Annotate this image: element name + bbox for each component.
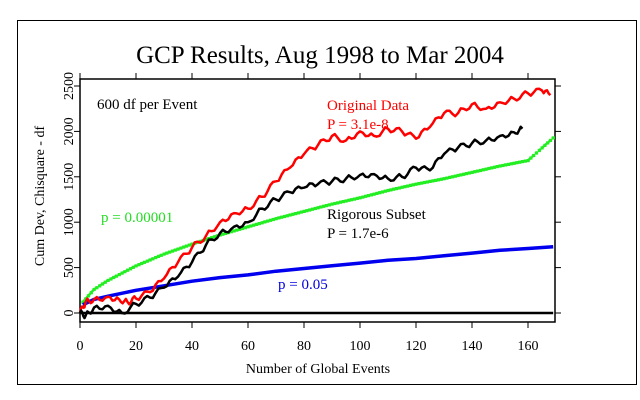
- series-point: [140, 261, 144, 266]
- series-point: [148, 258, 152, 262]
- y-tick-label: 500: [62, 257, 77, 278]
- original-data-p-value: P = 3.1e-8: [327, 117, 389, 133]
- series-point: [190, 242, 194, 246]
- rigorous-subset-label: Rigorous Subset: [327, 207, 427, 223]
- x-tick-label: 60: [241, 339, 255, 354]
- series-point: [355, 196, 359, 200]
- series-original-data: [78, 87, 552, 314]
- series-point: [364, 194, 368, 198]
- y-tick-label: 2500: [62, 72, 77, 100]
- y-tick-label: 2000: [62, 117, 77, 145]
- series-point: [442, 177, 446, 181]
- series-point: [131, 265, 135, 269]
- series-point: [182, 245, 186, 249]
- series-point: [263, 220, 267, 224]
- series-layer: [78, 87, 555, 320]
- series-line: [78, 125, 524, 320]
- annotations: 600 df per Event Original Data P = 3.1e-…: [97, 97, 427, 293]
- series-p-0-00001: [81, 136, 555, 304]
- x-tick-label: 20: [129, 339, 143, 354]
- series-point: [285, 214, 289, 218]
- series-point: [551, 136, 555, 140]
- green-curve-label: p = 0.00001: [101, 210, 173, 226]
- series-point: [529, 156, 533, 160]
- series-point: [546, 141, 550, 145]
- y-tick-label: 0: [62, 310, 77, 317]
- series-point: [229, 230, 233, 234]
- series-point: [403, 185, 407, 189]
- y-tick-label: 1000: [62, 208, 77, 236]
- plot-area-border: [79, 78, 556, 323]
- series-point: [271, 217, 275, 222]
- series-point: [518, 160, 522, 164]
- series-point: [324, 204, 329, 208]
- series-point: [86, 294, 91, 298]
- series-point: [380, 190, 385, 194]
- series-point: [302, 209, 306, 213]
- x-tick-label: 160: [518, 339, 539, 354]
- rigorous-subset-p-value: P = 1.7e-6: [327, 226, 389, 242]
- series-point: [420, 181, 424, 185]
- series-point: [246, 225, 250, 229]
- series-point: [504, 163, 508, 167]
- series-point: [350, 198, 354, 202]
- series-point: [224, 231, 228, 235]
- series-point: [512, 161, 516, 165]
- series-line: [82, 244, 554, 307]
- y-axis: 0 500 1000 1500 2000 2500: [62, 72, 561, 317]
- series-point: [103, 280, 107, 284]
- series-point: [120, 271, 124, 275]
- x-tick-label: 80: [297, 339, 311, 354]
- series-point: [254, 222, 259, 226]
- series-point: [112, 275, 116, 280]
- series-point: [81, 300, 85, 304]
- series-line: [81, 136, 555, 303]
- series-point: [394, 187, 399, 191]
- x-tick-label: 0: [77, 339, 84, 354]
- series-point: [543, 143, 547, 147]
- series-line: [78, 87, 552, 314]
- x-tick-label: 100: [350, 339, 371, 354]
- series-point: [165, 251, 169, 255]
- series-point: [434, 178, 438, 182]
- series-point: [333, 201, 337, 206]
- x-axis-label: Number of Global Events: [246, 362, 390, 377]
- series-point: [123, 270, 127, 274]
- df-note: 600 df per Event: [97, 97, 198, 113]
- series-point: [464, 172, 469, 176]
- y-axis-label: Cum Dev, Chisquare - df: [33, 126, 48, 267]
- chart-title: GCP Results, Aug 1998 to Mar 2004: [136, 42, 504, 69]
- series-point: [294, 212, 298, 216]
- series-rigorous-subset: [78, 125, 524, 320]
- x-tick-label: 140: [462, 339, 483, 354]
- series-point: [156, 254, 161, 258]
- blue-curve-label: p = 0.05: [278, 277, 328, 293]
- x-axis: 0 20 40 60 80 100 120 140 160: [77, 73, 539, 354]
- series-point: [487, 166, 491, 171]
- y-tick-label: 1500: [62, 163, 77, 191]
- series-point: [411, 183, 415, 187]
- series-point: [473, 170, 477, 174]
- series-point: [89, 291, 93, 295]
- original-data-label: Original Data: [327, 98, 409, 114]
- series-point: [238, 227, 242, 231]
- series-point: [84, 297, 88, 301]
- series-point: [495, 165, 499, 169]
- chart-frame: [17, 20, 637, 385]
- series-point: [425, 180, 429, 184]
- series-point: [173, 248, 177, 252]
- series-point: [456, 173, 460, 178]
- series-point: [526, 159, 530, 163]
- series-point: [341, 200, 345, 204]
- series-p-0-05: [82, 244, 554, 307]
- series-point: [372, 192, 376, 196]
- x-tick-label: 40: [185, 339, 199, 354]
- series-point: [481, 168, 485, 172]
- series-point: [310, 207, 315, 211]
- series-point: [92, 287, 96, 292]
- x-tick-label: 120: [406, 339, 427, 354]
